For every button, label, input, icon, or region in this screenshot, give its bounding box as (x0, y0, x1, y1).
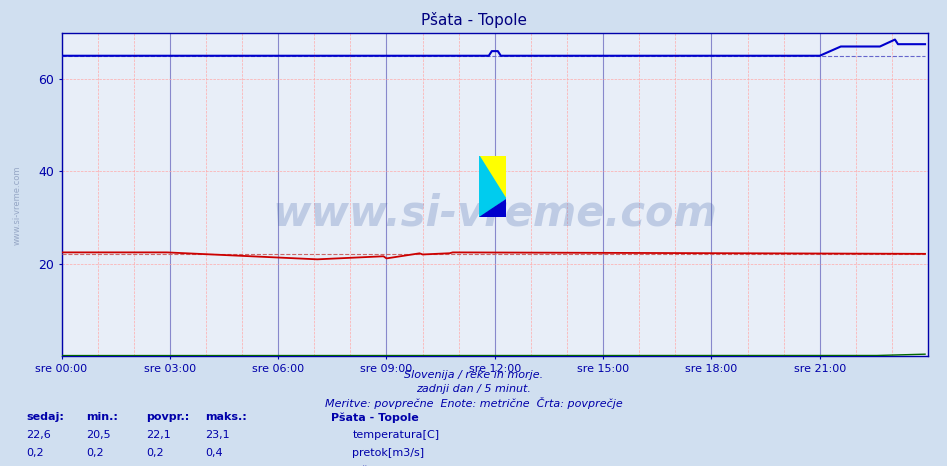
Text: Slovenija / reke in morje.: Slovenija / reke in morje. (404, 370, 543, 380)
Text: temperatura[C]: temperatura[C] (352, 430, 439, 440)
Polygon shape (479, 199, 506, 217)
Text: povpr.:: povpr.: (146, 412, 189, 422)
Text: 23,1: 23,1 (205, 430, 230, 440)
Text: 0,4: 0,4 (205, 448, 223, 458)
Text: Pšata - Topole: Pšata - Topole (331, 412, 420, 423)
Polygon shape (479, 156, 506, 217)
Text: Meritve: povprečne  Enote: metrične  Črta: povprečje: Meritve: povprečne Enote: metrične Črta:… (325, 397, 622, 409)
Text: 0,2: 0,2 (27, 448, 45, 458)
Text: pretok[m3/s]: pretok[m3/s] (352, 448, 424, 458)
Text: maks.:: maks.: (205, 412, 247, 422)
Text: 0,2: 0,2 (146, 448, 164, 458)
Text: 0,2: 0,2 (86, 448, 104, 458)
Text: sedaj:: sedaj: (27, 412, 64, 422)
Text: 22,6: 22,6 (27, 430, 51, 440)
Text: min.:: min.: (86, 412, 118, 422)
Text: www.si-vreme.com: www.si-vreme.com (273, 193, 717, 235)
Text: Pšata - Topole: Pšata - Topole (420, 12, 527, 27)
Polygon shape (479, 156, 506, 199)
Text: 20,5: 20,5 (86, 430, 111, 440)
Text: zadnji dan / 5 minut.: zadnji dan / 5 minut. (416, 384, 531, 394)
Text: www.si-vreme.com: www.si-vreme.com (12, 165, 22, 245)
Text: 22,1: 22,1 (146, 430, 170, 440)
